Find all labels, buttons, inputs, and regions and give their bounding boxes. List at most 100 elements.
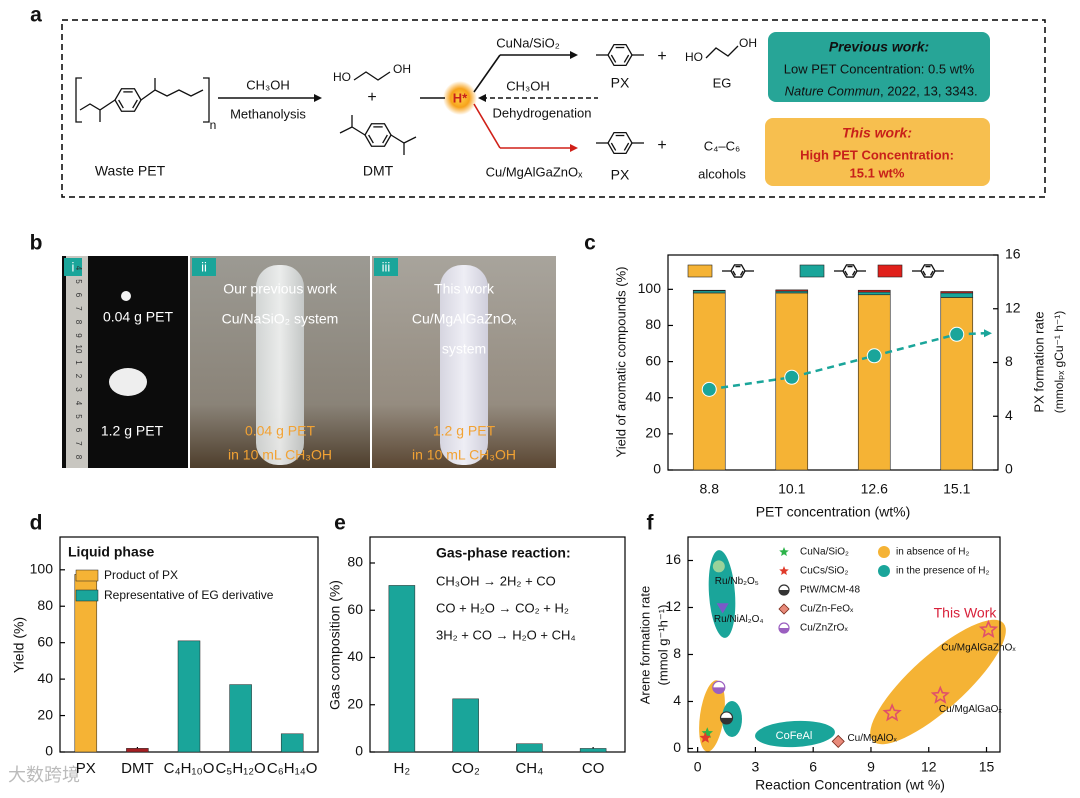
photo-tag-box xyxy=(374,258,398,276)
bond xyxy=(739,270,744,276)
arrow-head xyxy=(314,94,322,102)
panel-letter: d xyxy=(30,512,43,535)
label: Our previous work xyxy=(223,281,338,297)
x-tick-label: C₅H₁₂O xyxy=(215,760,265,777)
annotation: CoFeAl xyxy=(776,730,813,742)
bar xyxy=(516,743,543,753)
bond xyxy=(473,54,501,93)
y2-axis-unit: (mmolₚₓ gCu⁻¹ h⁻¹) xyxy=(1052,311,1066,413)
label: 1.2 g PET xyxy=(101,423,164,439)
label: Low PET Concentration: 0.5 wt% xyxy=(784,61,975,76)
tick-label: 12 xyxy=(1005,299,1021,315)
line xyxy=(709,333,958,391)
label: n xyxy=(210,118,217,132)
ester xyxy=(140,78,204,101)
label: OH xyxy=(739,36,757,50)
x-tick-label: 15.1 xyxy=(943,481,970,497)
bar-segment xyxy=(857,291,891,296)
h-star-glow xyxy=(443,81,477,115)
annotation: CH₃OH → 2H₂ + CO xyxy=(436,573,556,588)
ester xyxy=(79,99,116,122)
label: Methanolysis xyxy=(230,106,306,121)
this-box xyxy=(765,118,990,186)
label: 0.04 g PET xyxy=(245,423,315,439)
x-tick-label: 12.6 xyxy=(861,481,888,497)
tick-label: 40 xyxy=(645,388,661,404)
tick-label: 15 xyxy=(979,759,995,775)
photo-tag-box xyxy=(192,258,216,276)
legend-label: Cu/Zn-FeOₓ xyxy=(800,604,854,615)
annotation: This Work xyxy=(934,605,998,621)
panel-letter: b xyxy=(30,232,43,255)
label: HO xyxy=(333,70,351,84)
label: Waste PET xyxy=(95,163,166,179)
tick-label: 20 xyxy=(37,706,53,722)
ruler-number: 7 xyxy=(74,306,83,311)
bond xyxy=(610,142,617,151)
ruler-number: 6 xyxy=(74,428,83,433)
label: 1.2 g PET xyxy=(433,423,496,439)
legend-swatch xyxy=(877,264,903,278)
legend-swatch xyxy=(799,264,825,278)
ruler-number: 9 xyxy=(74,333,83,338)
x-tick-label: 8.8 xyxy=(700,481,720,497)
tube-ii xyxy=(256,265,304,465)
bracket xyxy=(203,77,210,123)
bar-segment xyxy=(857,294,891,471)
marker xyxy=(978,619,999,639)
photo-tag: i xyxy=(72,259,75,274)
x-tick-label: CO xyxy=(582,760,605,777)
chart-title: Liquid phase xyxy=(68,544,155,560)
point-label: Cu/MgAlGaZnOₓ xyxy=(941,642,1016,653)
panel-letter: a xyxy=(30,4,42,27)
marker xyxy=(699,731,711,743)
annotation: CO + H₂O → CO₂ + H₂ xyxy=(436,600,569,615)
label: CuNa/SiO₂ xyxy=(496,35,560,50)
label: 15.1 wt% xyxy=(850,165,905,180)
y-axis-label: Yield of aromatic compounds (%) xyxy=(613,267,628,458)
bond xyxy=(929,270,934,276)
legend-label: PtW/MCM-48 xyxy=(800,585,860,596)
ruler-number: 10 xyxy=(74,345,83,354)
label: This work: xyxy=(842,125,912,141)
label: Cu/MgAlGaZnOₓ xyxy=(486,164,583,179)
tick-label: 3 xyxy=(752,759,760,775)
tick-label: 16 xyxy=(665,551,681,567)
x-axis-label: PET concentration (wt%) xyxy=(756,504,911,520)
chart-title: Gas-phase reaction: xyxy=(436,545,571,561)
label: High PET Concentration: xyxy=(800,147,954,162)
panel-letter: e xyxy=(334,512,346,535)
label: Previous work: xyxy=(829,39,929,55)
label: + xyxy=(657,137,666,154)
label: Cu/NaSiO₂ system xyxy=(222,311,339,327)
legend-label: in absence of H₂ xyxy=(896,547,969,558)
marker xyxy=(779,547,789,556)
marker xyxy=(930,685,950,704)
pellet-small xyxy=(121,291,131,301)
ruler-number: 5 xyxy=(74,414,83,419)
tick-label: 40 xyxy=(347,648,363,664)
tick-label: 20 xyxy=(645,425,661,441)
label: C₄–C₆ xyxy=(704,138,741,153)
legend-swatch xyxy=(75,569,99,582)
point-label: Cu/MgAlGaOₓ xyxy=(939,704,1002,715)
label: Cu/MgAlGaZnOₓ xyxy=(412,311,517,327)
line-point xyxy=(701,381,717,397)
marker-half xyxy=(779,628,789,633)
tick-label: 6 xyxy=(809,759,817,775)
legend-label: CuNa/SiO₂ xyxy=(800,547,849,558)
label: CH₃OH xyxy=(506,78,550,93)
bond xyxy=(623,142,630,151)
pellet-large xyxy=(109,368,147,396)
marker xyxy=(716,603,729,614)
tick-label: 80 xyxy=(37,597,53,613)
watermark: 大数跨境 xyxy=(8,765,80,785)
x-tick-label: C₆H₁₄O xyxy=(267,760,318,777)
ruler-number: 8 xyxy=(74,320,83,325)
tick-label: 100 xyxy=(30,560,54,576)
point-label: Cu/MgAlOₓ xyxy=(847,733,897,744)
tick-label: 60 xyxy=(645,352,661,368)
region xyxy=(870,619,1006,745)
